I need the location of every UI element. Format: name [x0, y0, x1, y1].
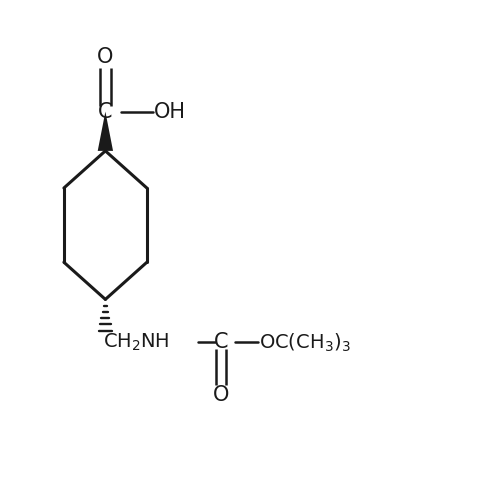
- Text: CH$_2$NH: CH$_2$NH: [103, 332, 169, 353]
- Text: C: C: [214, 332, 228, 353]
- Text: OC(CH$_3$)$_3$: OC(CH$_3$)$_3$: [259, 331, 350, 354]
- Text: O: O: [213, 385, 229, 405]
- Text: OH: OH: [154, 102, 186, 122]
- Polygon shape: [98, 112, 113, 151]
- Text: C: C: [98, 102, 113, 122]
- Text: O: O: [97, 47, 114, 67]
